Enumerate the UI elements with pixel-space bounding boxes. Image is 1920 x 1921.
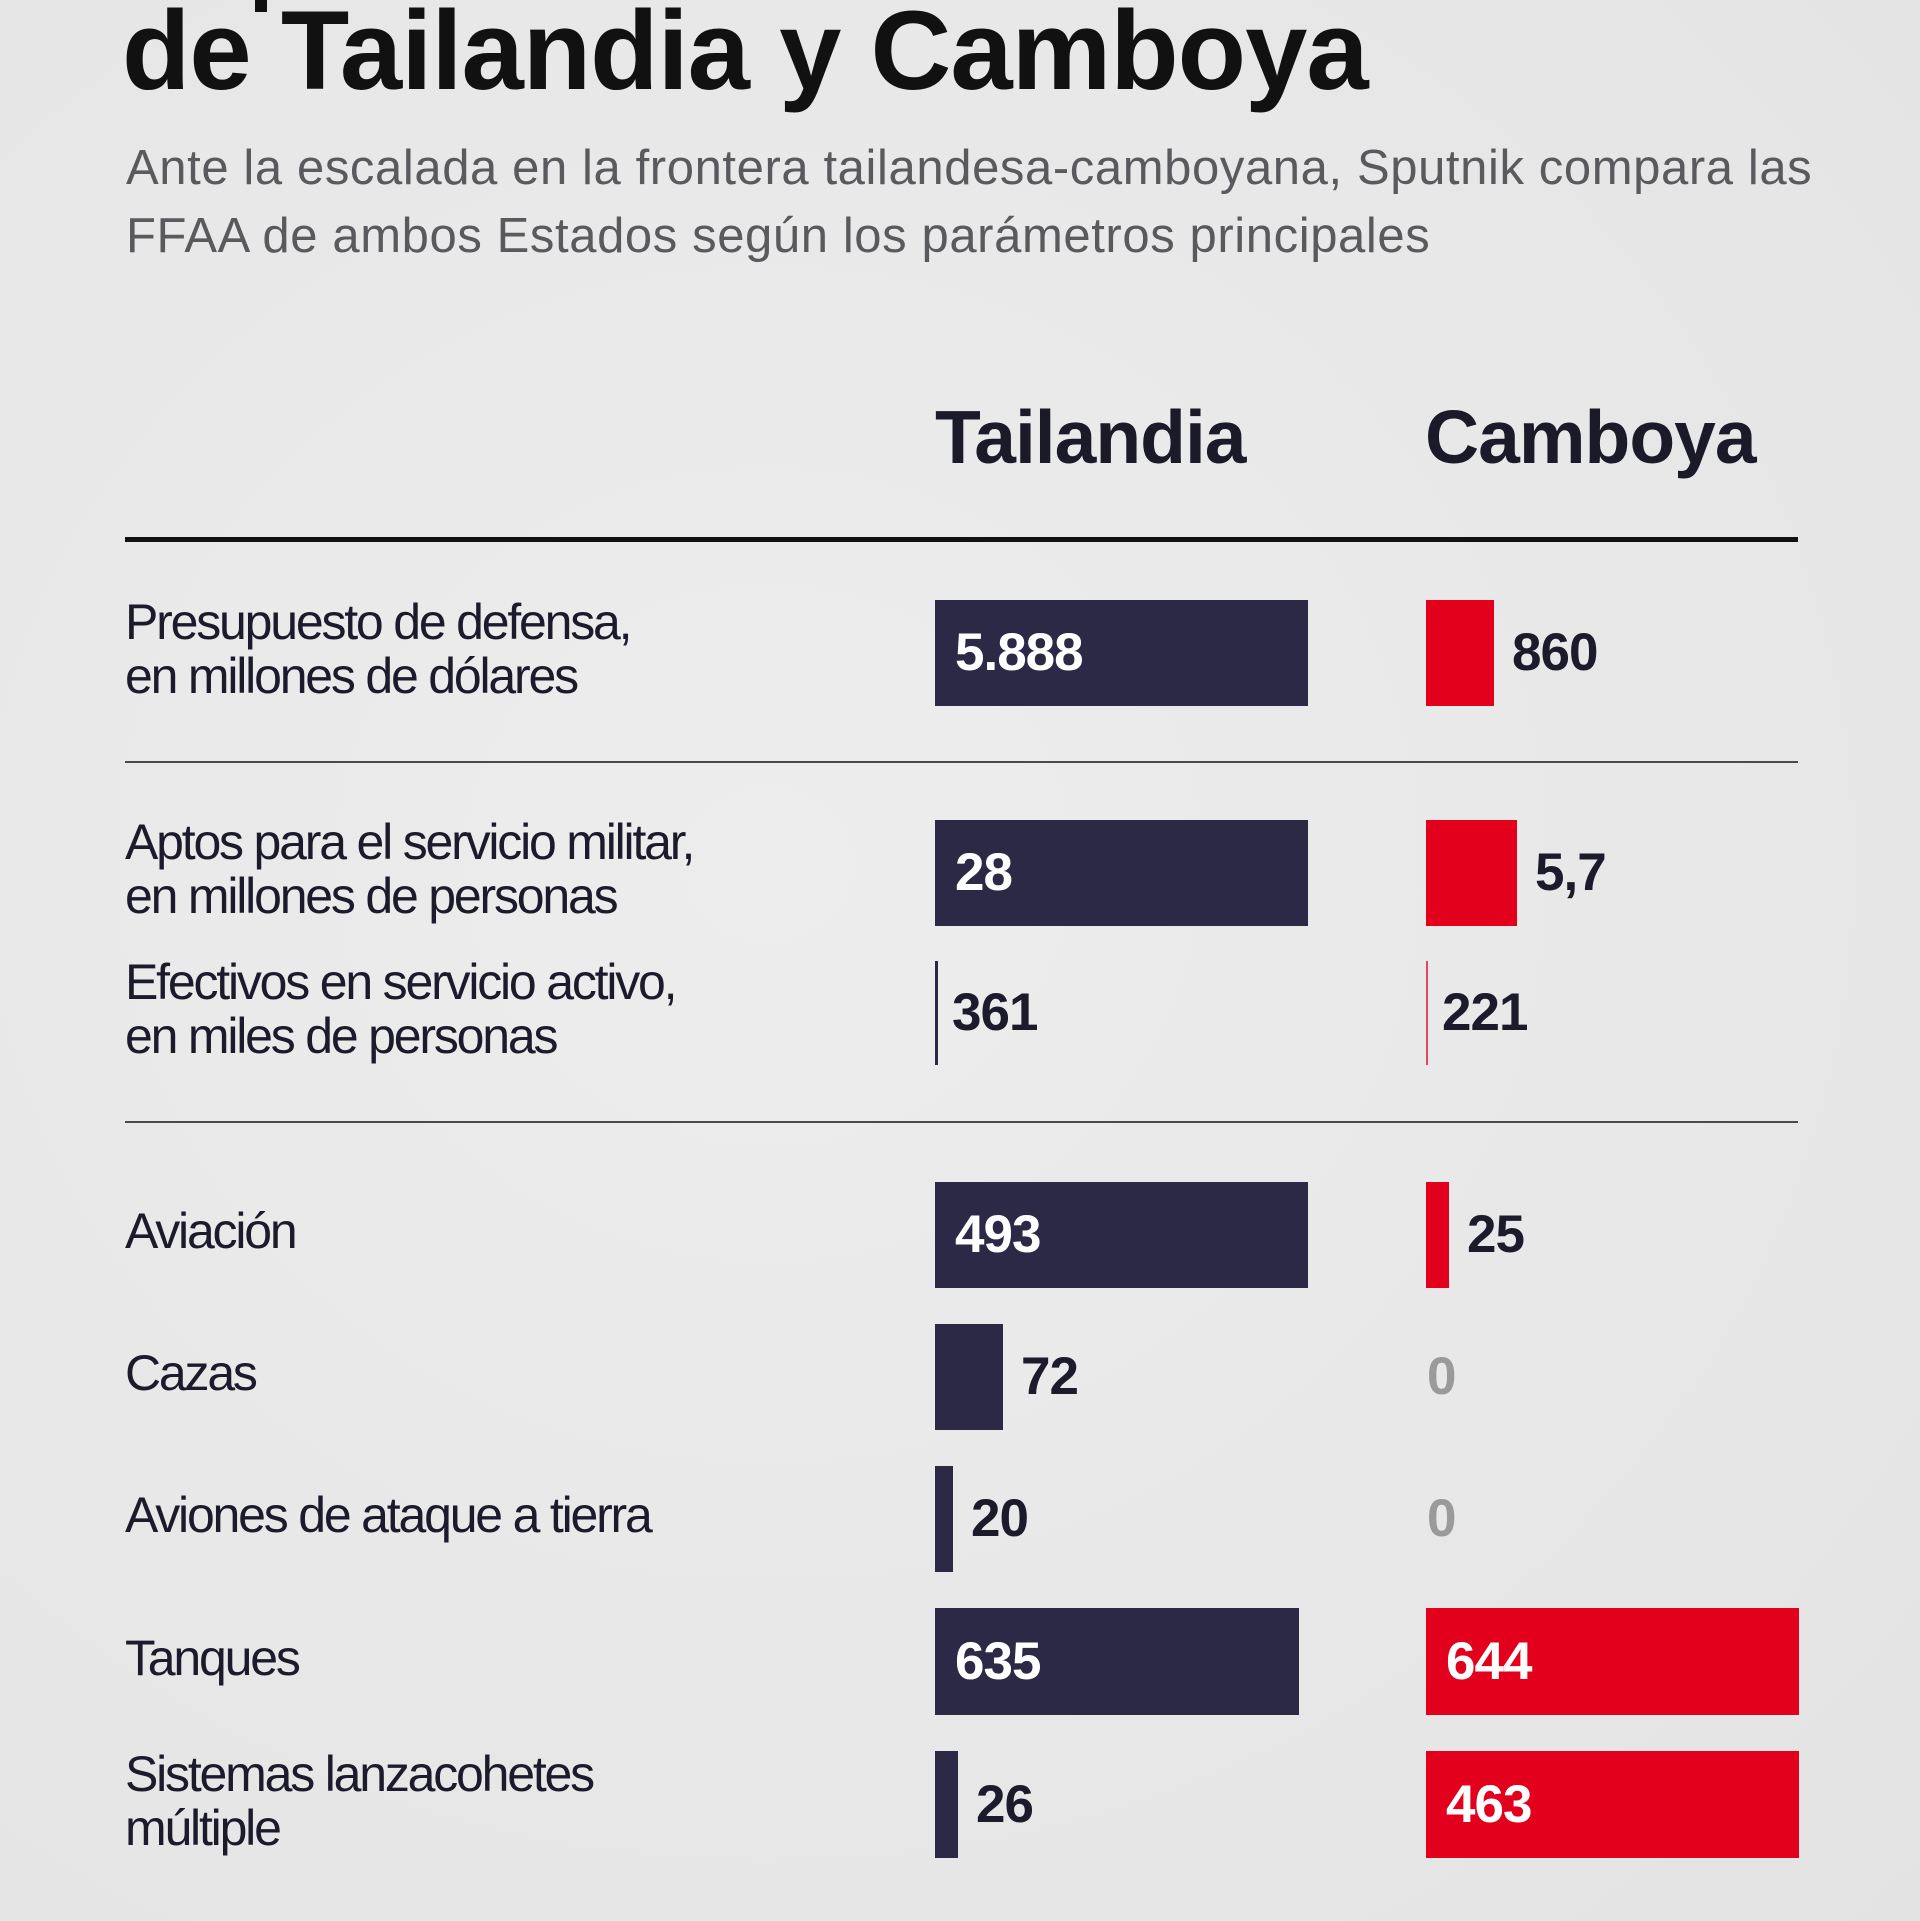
value-label-tailandia: 5.888	[955, 623, 1084, 682]
value-label-camboya: 0	[1427, 1347, 1457, 1406]
row-label-line: en millones de dólares	[125, 648, 579, 704]
value-label-camboya: 463	[1446, 1774, 1532, 1834]
header-rule	[125, 537, 1798, 542]
bar-camboya	[1426, 600, 1494, 706]
row-label: Aviones de ataque a tierra	[125, 1487, 653, 1543]
page-subtitle: Ante la escalada en la frontera tailande…	[126, 141, 1813, 263]
row-label: Sistemas lanzacohetes múltiple	[125, 1745, 595, 1856]
row-label-line: Presupuesto de defensa,	[125, 594, 633, 650]
row-label: Aviación	[125, 1203, 298, 1259]
group-divider-2	[125, 1121, 1798, 1123]
column-header-tailandia: Tailandia	[935, 395, 1247, 479]
value-label-tailandia: 26	[976, 1774, 1034, 1834]
bar-tailandia	[935, 961, 938, 1065]
row-label: Presupuesto de defensa, en millones de dó…	[125, 594, 633, 704]
row-label-line: Efectivos en servicio activo,	[125, 954, 678, 1010]
row-label-line: Aviación	[125, 1203, 298, 1259]
bar-tailandia	[935, 820, 1308, 926]
page-title: de Tailandia y Camboya	[122, 0, 1369, 113]
row-label-line: Sistemas lanzacohetes	[125, 1745, 595, 1802]
bar-camboya	[1426, 1608, 1799, 1715]
row-label-line: en miles de personas	[125, 1008, 558, 1064]
value-label-camboya: 221	[1442, 983, 1528, 1042]
value-label-tailandia: 493	[955, 1205, 1041, 1264]
bar-camboya	[1426, 1751, 1799, 1858]
bar-tailandia	[935, 1608, 1299, 1715]
value-label-tailandia: 635	[955, 1631, 1041, 1691]
column-header-camboya: Camboya	[1425, 395, 1757, 479]
row-label-line: Cazas	[125, 1345, 258, 1401]
row-label-line: en millones de personas	[125, 868, 619, 924]
title-previous-line-fragment	[255, 0, 267, 12]
bar-tailandia	[935, 1466, 953, 1572]
value-label-camboya: 644	[1446, 1631, 1532, 1691]
bar-camboya	[1426, 961, 1428, 1065]
value-label-camboya: 25	[1467, 1205, 1525, 1264]
row-label-line: Aptos para el servicio militar,	[125, 814, 695, 870]
bar-tailandia	[935, 1182, 1308, 1288]
bar-camboya	[1426, 820, 1517, 926]
row-label-line: Aviones de ataque a tierra	[125, 1487, 653, 1543]
row-label-line: Tanques	[125, 1629, 301, 1686]
bar-tailandia	[935, 600, 1308, 706]
row-label: Aptos para el servicio militar, en millon…	[125, 814, 695, 924]
bar-camboya	[1426, 1182, 1449, 1288]
value-label-tailandia: 28	[955, 843, 1013, 902]
group-divider-1	[125, 761, 1798, 763]
row-label: Efectivos en servicio activo, en miles de…	[125, 954, 678, 1064]
value-label-camboya: 5,7	[1535, 843, 1607, 902]
row-label: Tanques	[125, 1629, 301, 1686]
value-label-tailandia: 361	[952, 983, 1038, 1042]
value-label-camboya: 0	[1427, 1489, 1457, 1548]
bar-tailandia	[935, 1324, 1003, 1430]
value-label-tailandia: 72	[1021, 1347, 1079, 1406]
value-label-camboya: 860	[1512, 623, 1598, 682]
row-label: Cazas	[125, 1345, 258, 1401]
value-label-tailandia: 20	[971, 1489, 1029, 1548]
row-label-line: múltiple	[125, 1799, 282, 1856]
bar-tailandia	[935, 1751, 958, 1858]
